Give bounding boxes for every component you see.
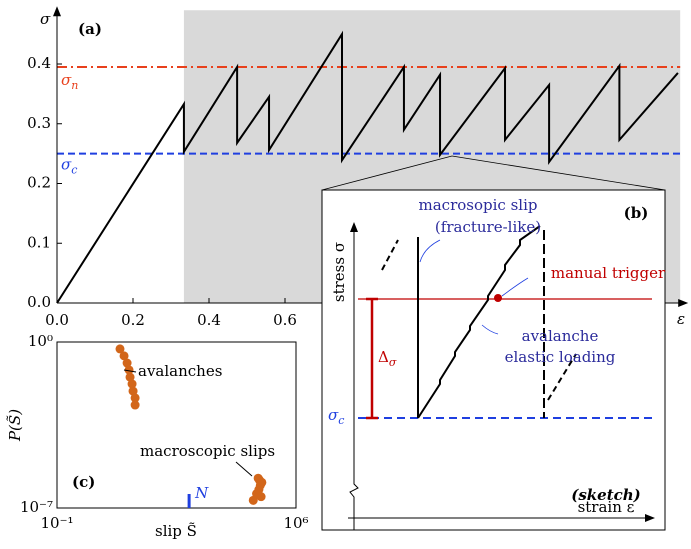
reference-label: c bbox=[71, 164, 77, 177]
arrow bbox=[645, 514, 655, 522]
arrow bbox=[350, 222, 358, 232]
y-axis-label: σ bbox=[40, 10, 51, 28]
label: avalanche bbox=[522, 327, 599, 345]
point bbox=[115, 344, 125, 354]
x-axis-label: ε bbox=[677, 310, 685, 328]
label: Δ bbox=[378, 348, 389, 366]
arrow bbox=[53, 6, 61, 17]
reference-label: σ bbox=[61, 156, 72, 174]
point bbox=[122, 358, 132, 368]
x-axis-label: slip S̃ bbox=[155, 522, 197, 540]
reference-label: σ bbox=[61, 71, 72, 89]
y-axis-label: P(S̃) bbox=[6, 409, 24, 442]
inset-box bbox=[321, 189, 666, 531]
reference-label: σc bbox=[61, 156, 77, 177]
y-axis-label: stress σ bbox=[330, 242, 348, 302]
y-tick-label: 0.3 bbox=[27, 114, 51, 132]
point bbox=[130, 400, 140, 410]
point bbox=[256, 492, 266, 502]
zoom-line bbox=[451, 155, 666, 191]
leader bbox=[419, 239, 529, 335]
zoom-line bbox=[321, 155, 453, 191]
x-tick-label: 0.4 bbox=[197, 311, 221, 329]
point bbox=[257, 477, 267, 487]
label: (fracture-like) bbox=[435, 218, 541, 236]
panel-label: (b) bbox=[624, 204, 649, 222]
label: manual trigger bbox=[551, 264, 666, 282]
annotation-arrow bbox=[235, 461, 253, 477]
y-tick-label: 10⁰ bbox=[28, 332, 53, 350]
x-tick-label: 10⁻¹ bbox=[40, 514, 73, 532]
label: σ bbox=[389, 356, 397, 369]
dashed-segment bbox=[381, 239, 399, 271]
label: elastic loading bbox=[505, 348, 616, 366]
panel-b: macrosopic slip (fracture-like) (b) manu… bbox=[321, 155, 666, 531]
label: Δσ bbox=[378, 348, 397, 369]
y-tick-label: 0.0 bbox=[27, 293, 51, 311]
point bbox=[119, 351, 129, 361]
panel-label: (c) bbox=[72, 473, 95, 491]
annotation-arrow bbox=[123, 369, 137, 373]
line bbox=[56, 30, 679, 304]
note: (sketch) bbox=[571, 486, 641, 504]
annotation: macroscopic slips bbox=[140, 442, 275, 460]
point bbox=[128, 386, 138, 396]
x-axis-label: strain ε bbox=[578, 498, 635, 516]
trigger-point bbox=[494, 294, 502, 302]
x-tick-label: 10⁶ bbox=[283, 514, 308, 532]
point bbox=[124, 365, 134, 375]
arrow bbox=[678, 299, 689, 307]
point bbox=[125, 372, 135, 382]
label: σ bbox=[328, 406, 339, 424]
panel-label: (a) bbox=[78, 20, 102, 38]
reference-label: σn bbox=[61, 71, 78, 92]
point bbox=[254, 485, 264, 495]
y-axis bbox=[349, 228, 359, 530]
marker-label: N bbox=[194, 484, 209, 502]
annotation: avalanches bbox=[138, 362, 222, 380]
point bbox=[127, 379, 137, 389]
delta-bracket bbox=[366, 297, 378, 420]
y-tick-label: 0.2 bbox=[27, 174, 51, 192]
y-tick-label: 10⁻⁷ bbox=[20, 498, 53, 516]
y-tick-label: 0.4 bbox=[27, 54, 51, 72]
point bbox=[130, 393, 140, 403]
label: c bbox=[338, 414, 344, 427]
y-tick-label: 0.1 bbox=[27, 233, 51, 251]
dashed-segment bbox=[547, 353, 577, 401]
point bbox=[248, 495, 258, 505]
reference-label: n bbox=[71, 79, 78, 92]
label: σc bbox=[328, 406, 344, 427]
label: macrosopic slip bbox=[419, 196, 538, 214]
x-tick-label: 0.0 bbox=[45, 311, 69, 329]
x-tick-label: 0.2 bbox=[121, 311, 145, 329]
loading-line bbox=[417, 225, 541, 419]
x-tick-label: 0.6 bbox=[273, 311, 297, 329]
